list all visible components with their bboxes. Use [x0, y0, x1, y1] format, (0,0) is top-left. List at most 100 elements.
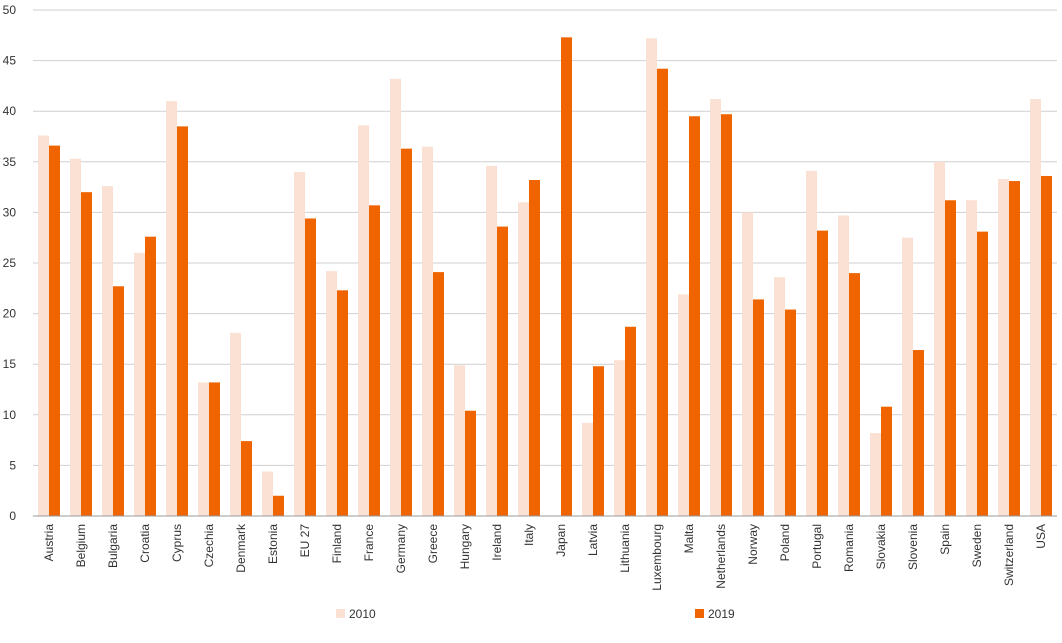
bar-2010-italy: [518, 202, 529, 516]
bar-2019-norway: [753, 299, 764, 516]
bar-2010-hungary: [454, 365, 465, 516]
bar-2010-estonia: [262, 471, 273, 516]
legend-label-2010: 2010: [349, 607, 376, 621]
bar-2019-estonia: [273, 495, 284, 516]
bars: [38, 37, 1052, 517]
x-tick-label: Austria: [42, 524, 56, 562]
x-tick-label: Slovakia: [874, 524, 888, 570]
x-tick-label: Cyprus: [170, 524, 184, 562]
x-tick-label: France: [362, 524, 376, 562]
x-tick-label: Italy: [522, 524, 536, 546]
y-tick-label: 0: [9, 509, 16, 523]
bar-2019-cyprus: [177, 126, 188, 516]
bar-2010-belgium: [70, 158, 81, 516]
legend-swatch-2010: [336, 609, 345, 618]
bar-2019-finland: [337, 290, 348, 516]
bar-2010-netherlands: [710, 99, 721, 516]
bar-2019-croatia: [145, 236, 156, 516]
bar-2019-lithuania: [625, 326, 636, 516]
bar-2010-france: [358, 125, 369, 517]
bar-2019-latvia: [593, 366, 604, 516]
y-tick-label: 50: [3, 3, 17, 17]
bar-2010-slovenia: [902, 237, 913, 516]
x-tick-label: Estonia: [266, 524, 280, 564]
bar-2019-portugal: [817, 230, 828, 516]
bar-2019-romania: [849, 273, 860, 516]
legend: 2010 2019: [336, 607, 735, 621]
bar-2019-netherlands: [721, 114, 732, 517]
bar-2019-czechia: [209, 382, 220, 516]
bar-2019-denmark: [241, 441, 252, 516]
bar-2010-poland: [774, 277, 785, 516]
bar-2010-finland: [326, 271, 337, 516]
y-tick-label: 5: [9, 458, 16, 472]
y-tick-label: 10: [3, 408, 17, 422]
x-tick-label: Belgium: [74, 524, 88, 567]
x-axis-labels: Austria Belgium Bulgaria Croatia Cyprus Czech…: [42, 523, 1048, 591]
bar-2010-latvia: [582, 422, 593, 516]
x-tick-label: Netherlands: [714, 524, 728, 589]
bar-2010-portugal: [806, 170, 817, 516]
x-tick-label: Bulgaria: [106, 524, 120, 568]
bar-2010-bulgaria: [102, 186, 113, 516]
x-tick-label: Japan: [554, 524, 568, 557]
bar-2010-lithuania: [614, 360, 625, 516]
bar-2019-belgium: [81, 192, 92, 516]
bar-2010-greece: [422, 146, 433, 516]
bar-2010-cyprus: [166, 101, 177, 516]
x-tick-label: Germany: [394, 524, 408, 573]
y-tick-label: 15: [3, 357, 17, 371]
x-tick-label: Latvia: [586, 524, 600, 556]
bar-2019-luxembourg: [657, 68, 668, 516]
bar-2019-france: [369, 205, 380, 516]
bar-2019-poland: [785, 309, 796, 516]
bar-2019-italy: [529, 180, 540, 516]
y-tick-label: 45: [3, 54, 17, 68]
y-tick-label: 20: [3, 307, 17, 321]
bar-2019-spain: [945, 200, 956, 516]
bar-2010-switzerland: [998, 179, 1009, 516]
x-tick-label: Malta: [682, 524, 696, 554]
x-tick-label: Denmark: [234, 523, 248, 573]
x-tick-label: Norway: [746, 524, 760, 565]
bar-2019-greece: [433, 272, 444, 516]
y-tick-label: 35: [3, 155, 17, 169]
bar-2010-croatia: [134, 252, 145, 516]
x-tick-label: Portugal: [810, 524, 824, 569]
bar-2010-ireland: [486, 165, 497, 516]
bar-2010-norway: [742, 212, 753, 516]
bar-2019-sweden: [977, 231, 988, 516]
bar-2019-switzerland: [1009, 181, 1020, 516]
y-tick-label: 30: [3, 205, 17, 219]
bar-2010-spain: [934, 161, 945, 517]
bar-2019-slovenia: [913, 350, 924, 516]
x-tick-label: Luxembourg: [650, 524, 664, 591]
x-tick-label: Hungary: [458, 524, 472, 569]
x-tick-label: Sweden: [970, 524, 984, 567]
x-tick-label: Spain: [938, 524, 952, 555]
bar-2019-bulgaria: [113, 286, 124, 516]
bar-2019-eu-27: [305, 218, 316, 516]
bar-2010-sweden: [966, 200, 977, 516]
bar-2019-slovakia: [881, 406, 892, 516]
bar-2019-austria: [49, 145, 60, 517]
x-tick-label: Ireland: [490, 524, 504, 561]
y-tick-label: 25: [3, 256, 17, 270]
bar-2010-denmark: [230, 332, 241, 516]
x-tick-label: USA: [1034, 524, 1048, 549]
bar-2010-usa: [1030, 99, 1041, 516]
bar-2019-malta: [689, 116, 700, 516]
y-axis-ticks: 0 5 10 15 20 25 30 35 40 45 50: [3, 3, 17, 523]
x-tick-label: Croatia: [138, 524, 152, 563]
x-tick-label: Lithuania: [618, 524, 632, 573]
x-tick-label: EU 27: [298, 524, 312, 558]
legend-swatch-2019: [695, 609, 704, 618]
bar-2010-luxembourg: [646, 38, 657, 517]
bar-2010-germany: [390, 78, 401, 516]
bar-2010-czechia: [198, 382, 209, 516]
x-tick-label: Czechia: [202, 524, 216, 568]
x-tick-label: Finland: [330, 524, 344, 563]
bar-2010-slovakia: [870, 433, 881, 516]
bar-2010-austria: [38, 135, 49, 517]
